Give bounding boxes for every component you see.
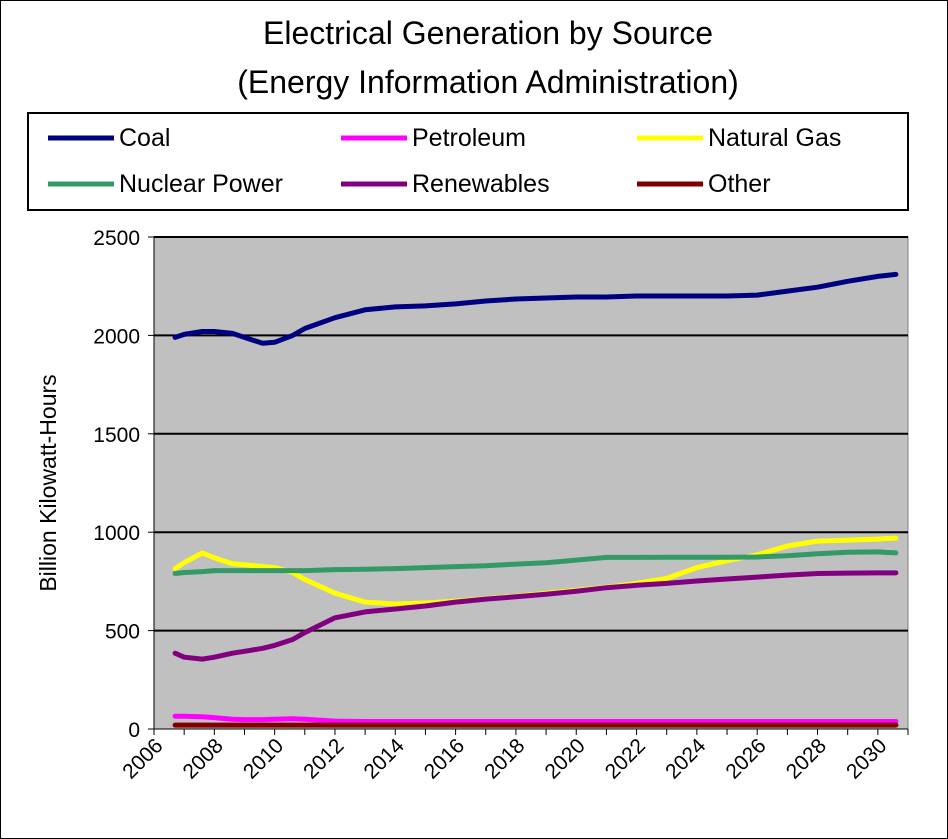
x-tick-labels: 2006 2008 2010 2012 2014 2016 2018 2020 2022 2024… (118, 729, 909, 784)
x-tick-label-2016: 2016 (420, 734, 469, 783)
x-tick-label-2028: 2028 (782, 734, 831, 783)
plot-area (153, 236, 909, 730)
legend-label-renewables: Renewables (412, 170, 550, 198)
series-line-nuclear-power (172, 549, 899, 576)
series-line-petroleum (172, 713, 899, 724)
legend-label-nuclear-power: Nuclear Power (119, 170, 283, 198)
gridlines (154, 236, 908, 632)
y-tick-label-2000: 2000 (93, 325, 140, 348)
x-tick-label-2022: 2022 (601, 734, 650, 783)
y-tick-label-500: 500 (105, 621, 140, 644)
y-tick-label-2500: 2500 (93, 227, 140, 250)
chart-subtitle: (Energy Information Administration) (237, 64, 739, 100)
series-line-renewables (172, 570, 899, 662)
x-tick-label-2012: 2012 (299, 734, 348, 783)
x-tick-label-2030: 2030 (842, 734, 891, 783)
x-tick-label-2006: 2006 (118, 734, 167, 783)
y-tick-label-1000: 1000 (93, 522, 140, 545)
y-tick-label-0: 0 (128, 719, 140, 742)
axes (153, 237, 908, 730)
x-tick-label-2014: 2014 (360, 734, 410, 784)
x-tick-label-2010: 2010 (239, 734, 288, 783)
legend-label-other: Other (708, 170, 771, 198)
x-tick-label-2018: 2018 (480, 734, 529, 783)
legend-label-natural-gas: Natural Gas (708, 124, 841, 152)
y-tick-label-1500: 1500 (93, 424, 140, 447)
y-tick-labels: 0 500 1000 1500 2000 2500 (93, 227, 154, 742)
legend-box (27, 112, 909, 211)
series-lines (172, 271, 899, 728)
y-axis-label: Billion Kilowatt-Hours (35, 374, 61, 591)
x-tick-label-2020: 2020 (540, 734, 589, 783)
x-tick-label-2008: 2008 (179, 734, 228, 783)
legend-label-coal: Coal (119, 124, 170, 152)
legend: Coal Petroleum Natural Gas Nuclear Power Ren… (48, 124, 841, 198)
x-tick-label-2026: 2026 (721, 734, 770, 783)
series-line-coal (172, 271, 899, 346)
x-tick-label-2024: 2024 (661, 734, 711, 784)
legend-label-petroleum: Petroleum (412, 124, 526, 152)
chart-title: Electrical Generation by Source (263, 15, 713, 51)
